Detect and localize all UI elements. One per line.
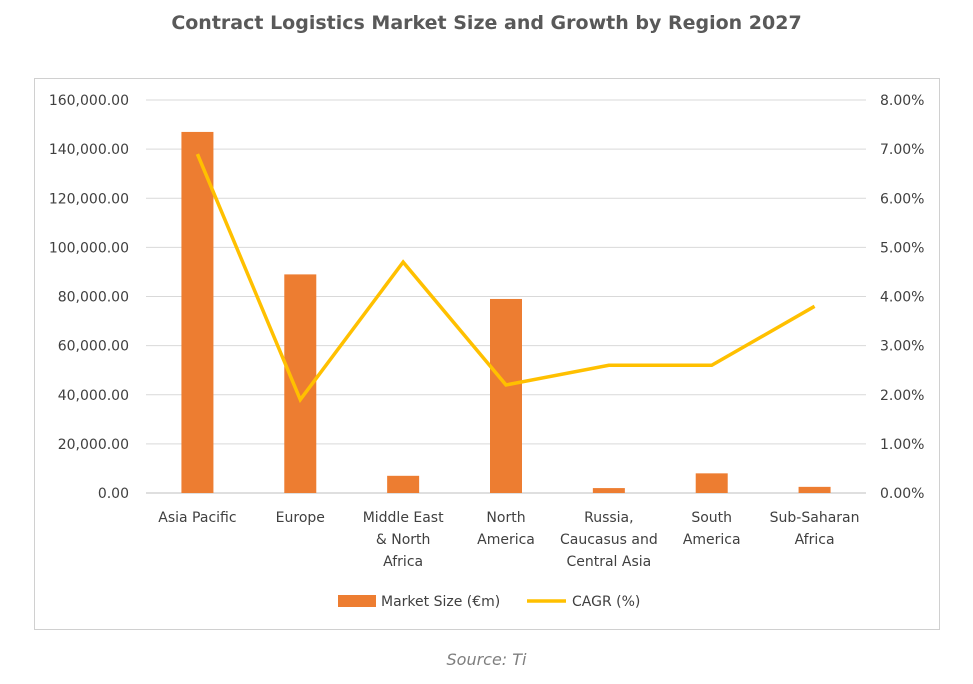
- x-tick-label: America: [477, 532, 535, 548]
- bar: [490, 298, 522, 493]
- x-tick-label: & North: [376, 532, 431, 548]
- y-right-tick-label: 3.00%: [880, 339, 924, 355]
- chart-title: Contract Logistics Market Size and Growt…: [171, 12, 802, 34]
- x-tick-label: South: [691, 510, 732, 526]
- y-left-tick-label: 120,000.00: [49, 191, 129, 207]
- bar: [592, 488, 625, 493]
- bar: [181, 131, 214, 493]
- y-left-tick-label: 80,000.00: [58, 290, 129, 306]
- bar: [387, 475, 420, 493]
- y-right-tick-label: 0.00%: [880, 486, 924, 502]
- chart-frame: [34, 78, 940, 630]
- y-left-tick-label: 40,000.00: [58, 388, 129, 404]
- y-left-tick-label: 20,000.00: [58, 437, 129, 453]
- x-tick-label: Europe: [276, 510, 325, 526]
- x-tick-label: Sub-Saharan: [770, 510, 860, 526]
- y-left-tick-label: 160,000.00: [49, 93, 129, 109]
- y-left-tick-label: 100,000.00: [49, 240, 129, 256]
- source-note: Source: Ti: [446, 650, 527, 669]
- x-tick-label: Africa: [383, 554, 423, 570]
- y-right-tick-label: 1.00%: [880, 437, 924, 453]
- y-right-tick-label: 4.00%: [880, 290, 924, 306]
- y-left-tick-label: 0.00: [98, 486, 129, 502]
- x-tick-label: North: [486, 510, 525, 526]
- bar: [695, 473, 728, 493]
- x-tick-label: Africa: [795, 532, 835, 548]
- y-right-tick-label: 6.00%: [880, 191, 924, 207]
- y-left-tick-label: 60,000.00: [58, 339, 129, 355]
- bar: [798, 486, 831, 493]
- y-left-tick-label: 140,000.00: [49, 142, 129, 158]
- legend-label-cagr: CAGR (%): [572, 594, 640, 610]
- y-right-tick-label: 5.00%: [880, 240, 924, 256]
- x-tick-label: Middle East: [363, 510, 444, 526]
- y-right-tick-label: 2.00%: [880, 388, 924, 404]
- y-right-tick-label: 7.00%: [880, 142, 924, 158]
- x-tick-label: Caucasus and: [560, 532, 658, 548]
- x-tick-label: Russia,: [584, 510, 633, 526]
- legend-label-market-size: Market Size (€m): [381, 594, 500, 610]
- cagr-line: [195, 153, 816, 404]
- legend-swatch-market-size: [338, 595, 376, 607]
- x-tick-label: America: [683, 532, 741, 548]
- x-tick-label: Asia Pacific: [158, 510, 236, 526]
- x-tick-label: Central Asia: [566, 554, 651, 570]
- y-right-tick-label: 8.00%: [880, 93, 924, 109]
